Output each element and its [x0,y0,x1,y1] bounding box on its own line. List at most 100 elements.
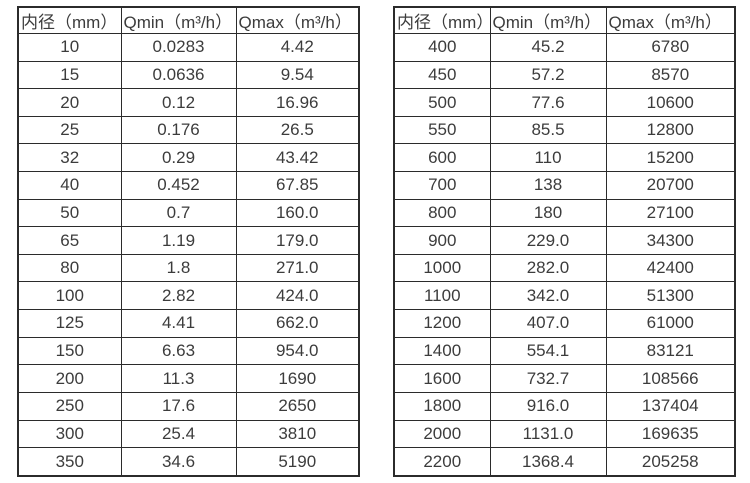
table-cell: 45.2 [489,33,607,62]
table-cell: 2.82 [120,281,237,311]
table-row: 125 4.41 662.0 [17,309,360,338]
table-row: 100 2.82 424.0 [17,281,360,311]
table-cell: 15 [17,60,122,90]
table-cell: 350 [17,447,122,477]
table-cell: 8570 [605,60,736,90]
table-row: 15 0.0636 9.54 [17,60,360,90]
table-cell: 17.6 [120,391,237,421]
table-cell: 1690 [235,364,360,393]
table-cell: 662.0 [235,309,360,338]
table-row: 1200 407.0 61000 [393,309,736,338]
table-body: 400 45.2 6780 450 57.2 8570 500 77.6 10600 550 85.… [393,33,736,477]
table-cell: 0.452 [120,171,237,200]
table-cell: 83121 [605,336,736,366]
table-cell: 10600 [605,88,736,117]
col-header-qmin: Qmin（m³/h） [120,6,237,34]
table-row: 2200 1368.4 205258 [393,447,736,477]
table-cell: 12800 [605,115,736,145]
table-cell: 550 [393,115,491,145]
table-row: 400 45.2 6780 [393,33,736,62]
table-cell: 342.0 [489,281,607,311]
table-row: 150 6.63 954.0 [17,336,360,366]
table-cell: 27100 [605,198,736,228]
table-cell: 1400 [393,336,491,366]
table-cell: 15200 [605,143,736,173]
table-cell: 0.176 [120,115,237,145]
table-cell: 85.5 [489,115,607,145]
table-cell: 732.7 [489,364,607,393]
table-cell: 500 [393,88,491,117]
table-cell: 32 [17,143,122,173]
table-row: 250 17.6 2650 [17,391,360,421]
table-cell: 25.4 [120,419,237,449]
table-cell: 180 [489,198,607,228]
table-cell: 0.29 [120,143,237,173]
table-cell: 1.8 [120,253,237,283]
table-row: 200 11.3 1690 [17,364,360,393]
table-cell: 954.0 [235,336,360,366]
table-cell: 282.0 [489,253,607,283]
table-cell: 600 [393,143,491,173]
table-row: 20 0.12 16.96 [17,88,360,117]
table-cell: 1100 [393,281,491,311]
table-row: 32 0.29 43.42 [17,143,360,173]
table-cell: 16.96 [235,88,360,117]
table-row: 50 0.7 160.0 [17,198,360,228]
table-cell: 407.0 [489,309,607,338]
table-cell: 0.0636 [120,60,237,90]
table-cell: 61000 [605,309,736,338]
table-row: 350 34.6 5190 [17,447,360,477]
table-cell: 1.19 [120,226,237,255]
table-row: 450 57.2 8570 [393,60,736,90]
table-cell: 169635 [605,419,736,449]
table-cell: 700 [393,171,491,200]
table-cell: 65 [17,226,122,255]
table-cell: 450 [393,60,491,90]
table-row: 550 85.5 12800 [393,115,736,145]
flow-spec-table-right: 内径（mm） Qmin（m³/h） Qmax（m³/h） 400 45.2 6780… [393,6,736,477]
table-cell: 80 [17,253,122,283]
table-cell: 0.7 [120,198,237,228]
table-cell: 900 [393,226,491,255]
table-cell: 26.5 [235,115,360,145]
table-cell: 150 [17,336,122,366]
table-cell: 250 [17,391,122,421]
table-cell: 40 [17,171,122,200]
table-row: 600 110 15200 [393,143,736,173]
table-row: 65 1.19 179.0 [17,226,360,255]
table-cell: 0.12 [120,88,237,117]
table-cell: 229.0 [489,226,607,255]
table-cell: 11.3 [120,364,237,393]
table-cell: 1800 [393,391,491,421]
table-cell: 1200 [393,309,491,338]
table-cell: 205258 [605,447,736,477]
table-row: 1800 916.0 137404 [393,391,736,421]
table-cell: 0.0283 [120,33,237,62]
table-cell: 3810 [235,419,360,449]
table-cell: 34.6 [120,447,237,477]
table-cell: 300 [17,419,122,449]
table-cell: 9.54 [235,60,360,90]
table-row: 700 138 20700 [393,171,736,200]
table-cell: 4.42 [235,33,360,62]
table-cell: 138 [489,171,607,200]
table-row: 25 0.176 26.5 [17,115,360,145]
table-cell: 800 [393,198,491,228]
table-row: 300 25.4 3810 [17,419,360,449]
col-header-qmin: Qmin（m³/h） [489,6,607,34]
table-row: 1100 342.0 51300 [393,281,736,311]
table-cell: 916.0 [489,391,607,421]
col-header-qmax: Qmax（m³/h） [605,6,736,34]
table-cell: 200 [17,364,122,393]
table-row: 80 1.8 271.0 [17,253,360,283]
table-cell: 43.42 [235,143,360,173]
table-row: 1000 282.0 42400 [393,253,736,283]
table-row: 10 0.0283 4.42 [17,33,360,62]
table-cell: 125 [17,309,122,338]
table-cell: 100 [17,281,122,311]
table-cell: 108566 [605,364,736,393]
table-cell: 50 [17,198,122,228]
col-header-inner-diameter: 内径（mm） [393,6,491,34]
table-body: 10 0.0283 4.42 15 0.0636 9.54 20 0.12 16.96 25 0.1… [17,33,360,477]
table-cell: 67.85 [235,171,360,200]
